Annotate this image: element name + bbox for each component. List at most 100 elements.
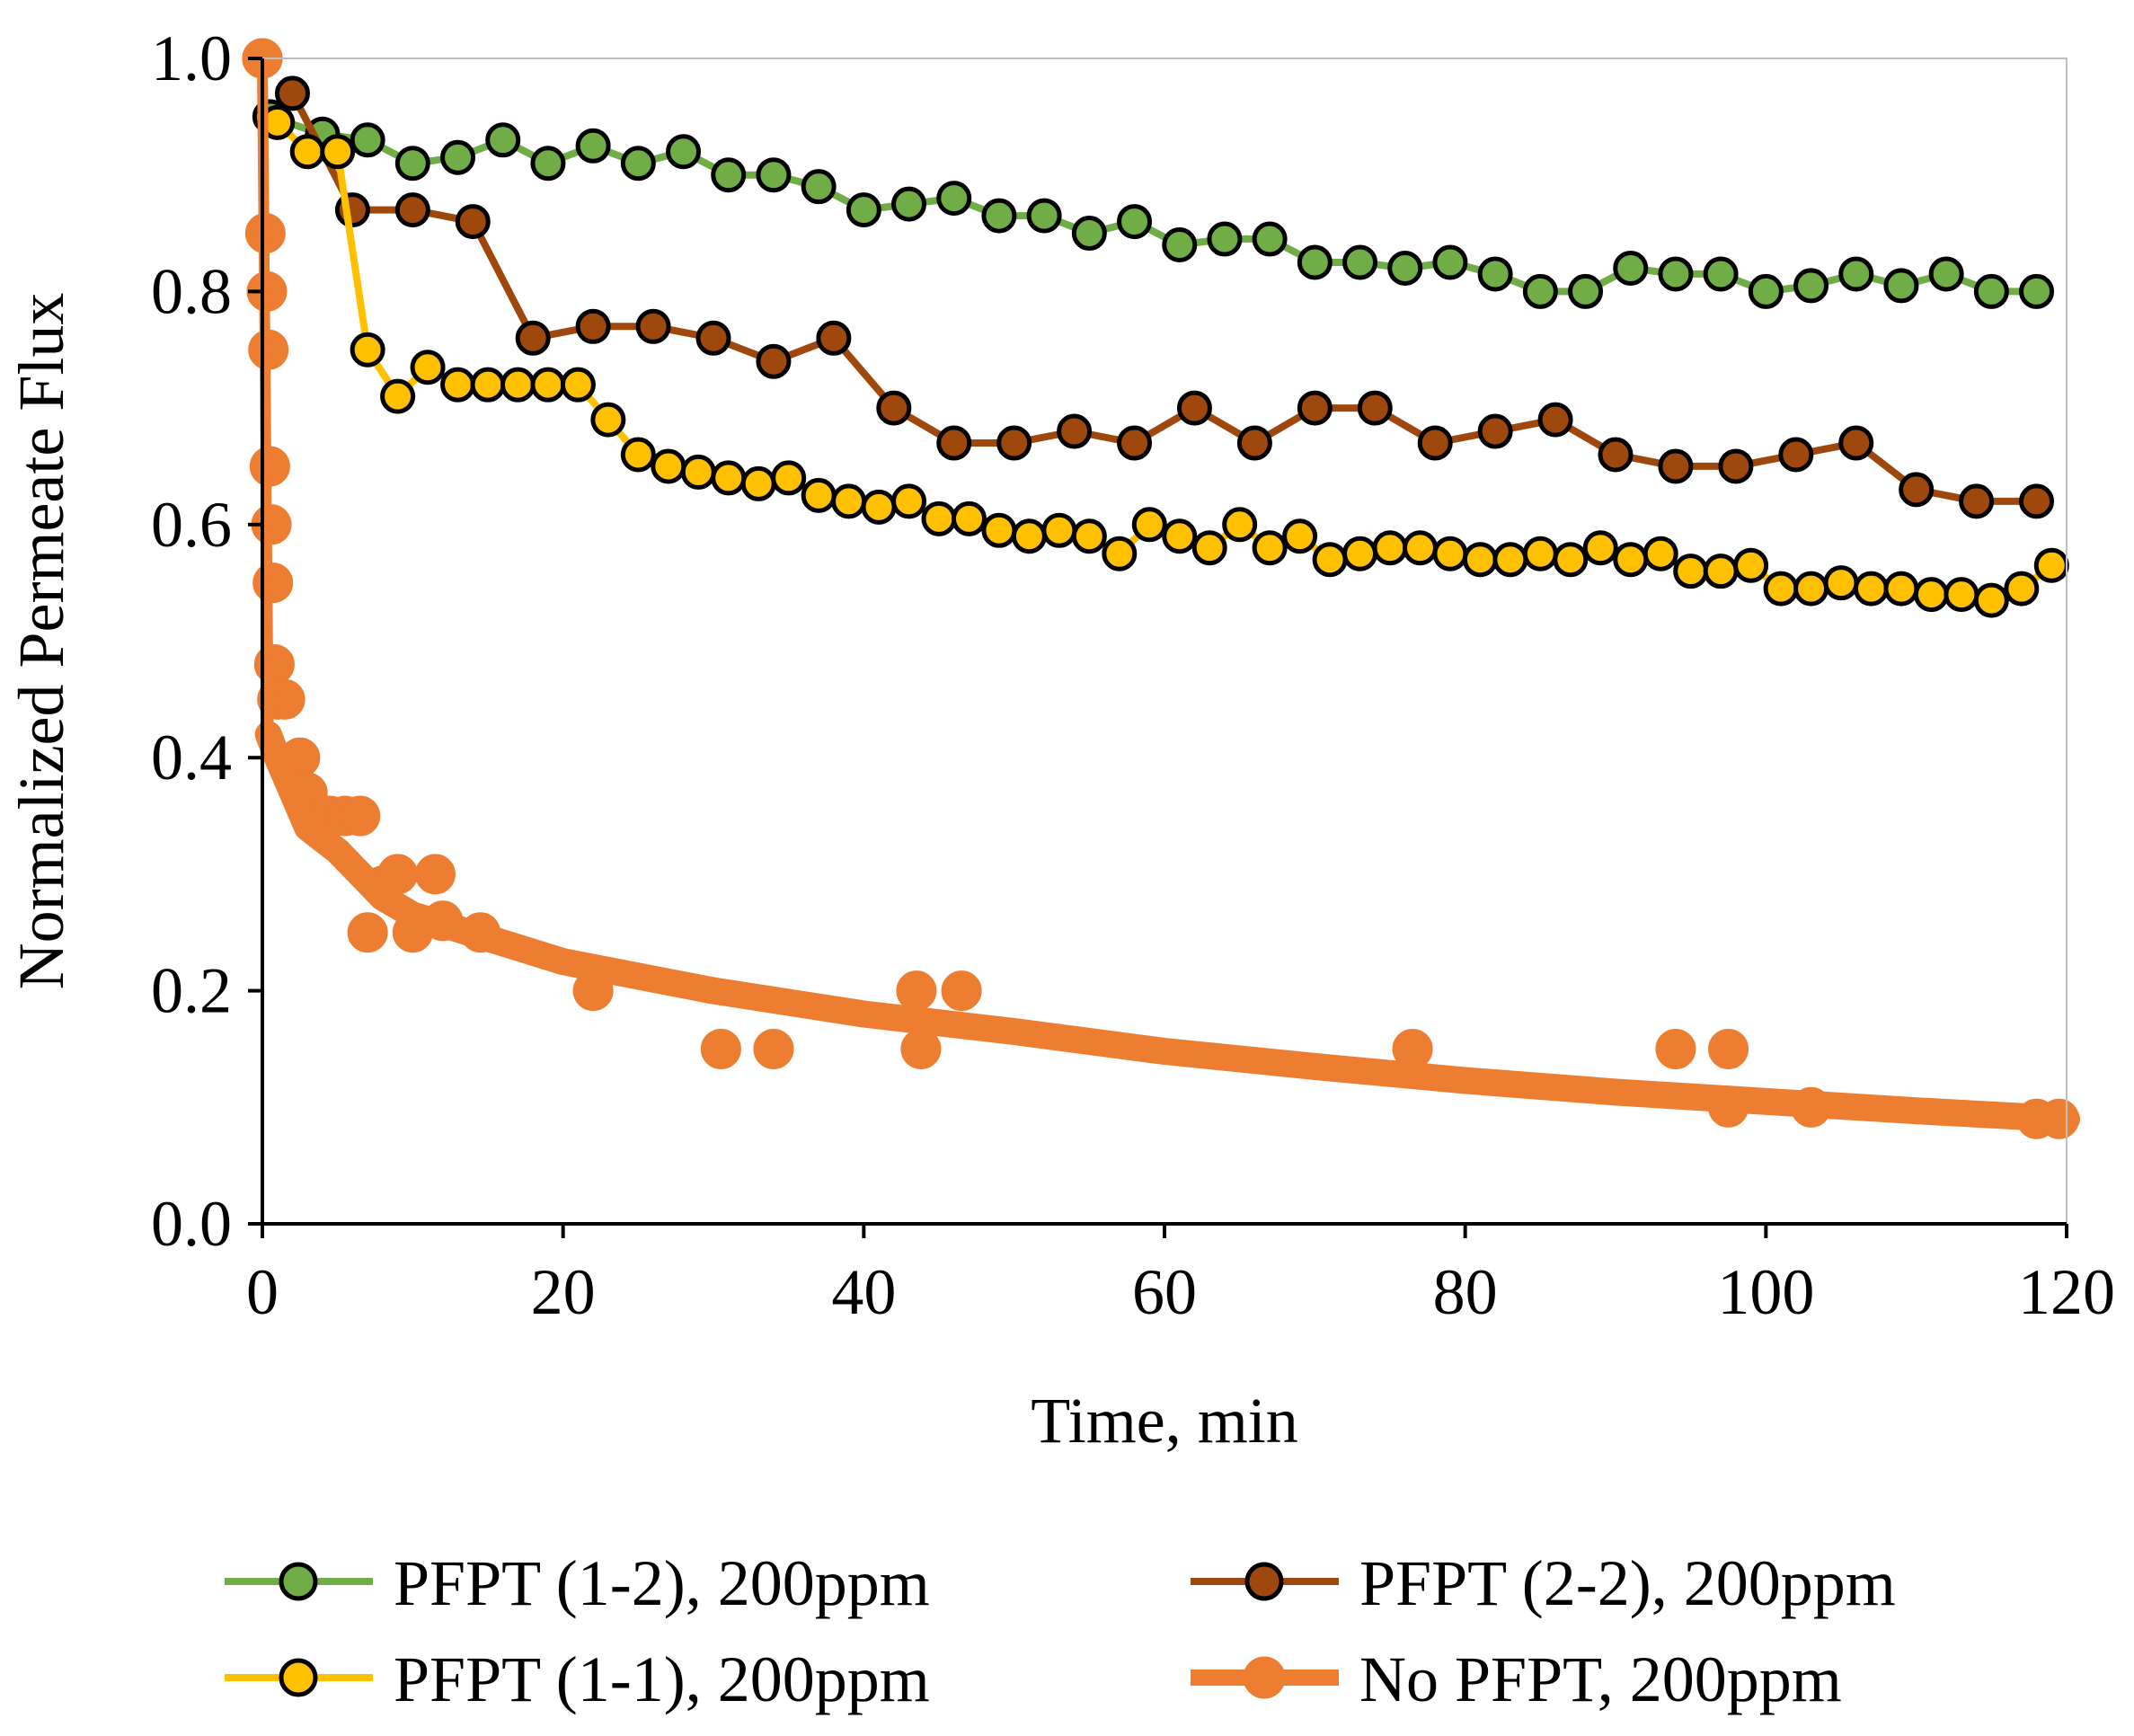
data-point [347,912,388,953]
data-point [1282,518,1318,554]
data-point [320,134,356,170]
data-point [700,1028,741,1069]
data-point [1748,273,1784,309]
data-point [2019,273,2055,309]
data-point [1522,536,1558,571]
data-point [1673,554,1709,589]
data-point [1071,216,1107,252]
data-point [1708,1028,1749,1069]
data-point [1655,1028,1696,1069]
data-point [1462,542,1498,578]
y-tick-label: 0.6 [151,489,232,561]
data-point [394,192,430,228]
data-point [1718,448,1754,484]
data-point [575,308,611,344]
data-point [896,970,937,1012]
data-point [410,350,446,385]
data-point [711,460,747,496]
data-point [981,512,1017,548]
data-point [274,75,310,111]
data-point [1312,542,1348,578]
legend-marker [279,1562,318,1601]
legend-marker [279,1658,318,1697]
x-tick-label: 20 [531,1256,596,1328]
data-point [1928,256,1964,292]
data-point [1162,227,1198,263]
plot-area [242,38,2080,1139]
x-tick-label: 120 [2018,1256,2115,1328]
data-point [1041,512,1077,548]
data-point [1252,530,1288,566]
data-point [394,146,430,182]
data-point [1387,250,1423,286]
data-point [1793,571,1829,607]
data-point [1342,244,1378,280]
data-point [2033,547,2069,583]
legend: PFPT (1-2), 200ppm PFPT (2-2), 200ppm PFPT… [225,1547,1896,1715]
data-point [831,483,867,519]
y-tick-label: 0.4 [151,722,232,793]
data-point [1176,390,1212,426]
data-point [740,465,776,501]
data-point [1477,413,1513,449]
data-point [350,332,385,368]
data-point [1236,425,1272,461]
data-point [1477,256,1513,292]
data-point [1162,518,1198,554]
data-point [620,146,656,182]
data-point [666,134,702,170]
series-pfpt-2-2-200ppm [274,75,2055,519]
series-pfpt-1-2-200ppm [252,99,2055,309]
data-point [470,367,506,403]
data-point [1011,518,1047,554]
data-point [1537,402,1573,438]
data-point [440,367,476,403]
data-point [891,186,927,222]
data-point [756,343,792,379]
x-tick-label: 0 [246,1256,279,1328]
data-point [651,448,686,484]
data-point [620,437,656,473]
data-point [530,146,566,182]
data-point [900,1028,942,1069]
data-point [1207,221,1243,257]
legend-item-no-pfpt-200ppm: No PFPT, 200ppm [1191,1643,1842,1715]
legend-label: No PFPT, 200ppm [1359,1643,1842,1715]
data-point [1643,536,1678,571]
data-point [1883,571,1919,607]
data-point [560,367,596,403]
data-point [891,483,927,519]
data-point [1959,483,1995,519]
legend-label: PFPT (1-1), 200ppm [394,1643,930,1715]
data-point [350,122,385,158]
data-point [1372,530,1408,566]
legend-item-pfpt-1-1-200ppm: PFPT (1-1), 200ppm [225,1643,930,1715]
legend-label: PFPT (1-2), 200ppm [394,1547,930,1619]
data-point [1297,244,1333,280]
legend-label: PFPT (2-2), 200ppm [1359,1547,1896,1619]
data-point [414,854,456,895]
data-point [816,320,852,356]
data-point [1853,571,1889,607]
data-point [1703,256,1739,292]
data-point [2004,571,2040,607]
data-point [1117,204,1153,240]
data-point [1823,565,1859,601]
data-point [951,500,987,536]
data-point [695,320,731,356]
y-axis-title: Normalized Permeate Flux [5,293,77,990]
data-point [455,204,491,240]
y-tick-label: 1.0 [151,22,232,94]
data-point [515,320,551,356]
data-point [1883,268,1919,304]
data-point [1973,582,2009,618]
data-point [252,562,294,604]
data-point [756,157,792,193]
data-point [1568,273,1604,309]
data-point [2019,483,2055,519]
data-point [1973,273,2009,309]
x-tick-label: 100 [1717,1256,1814,1328]
data-point [1417,425,1453,461]
data-point [590,402,626,438]
